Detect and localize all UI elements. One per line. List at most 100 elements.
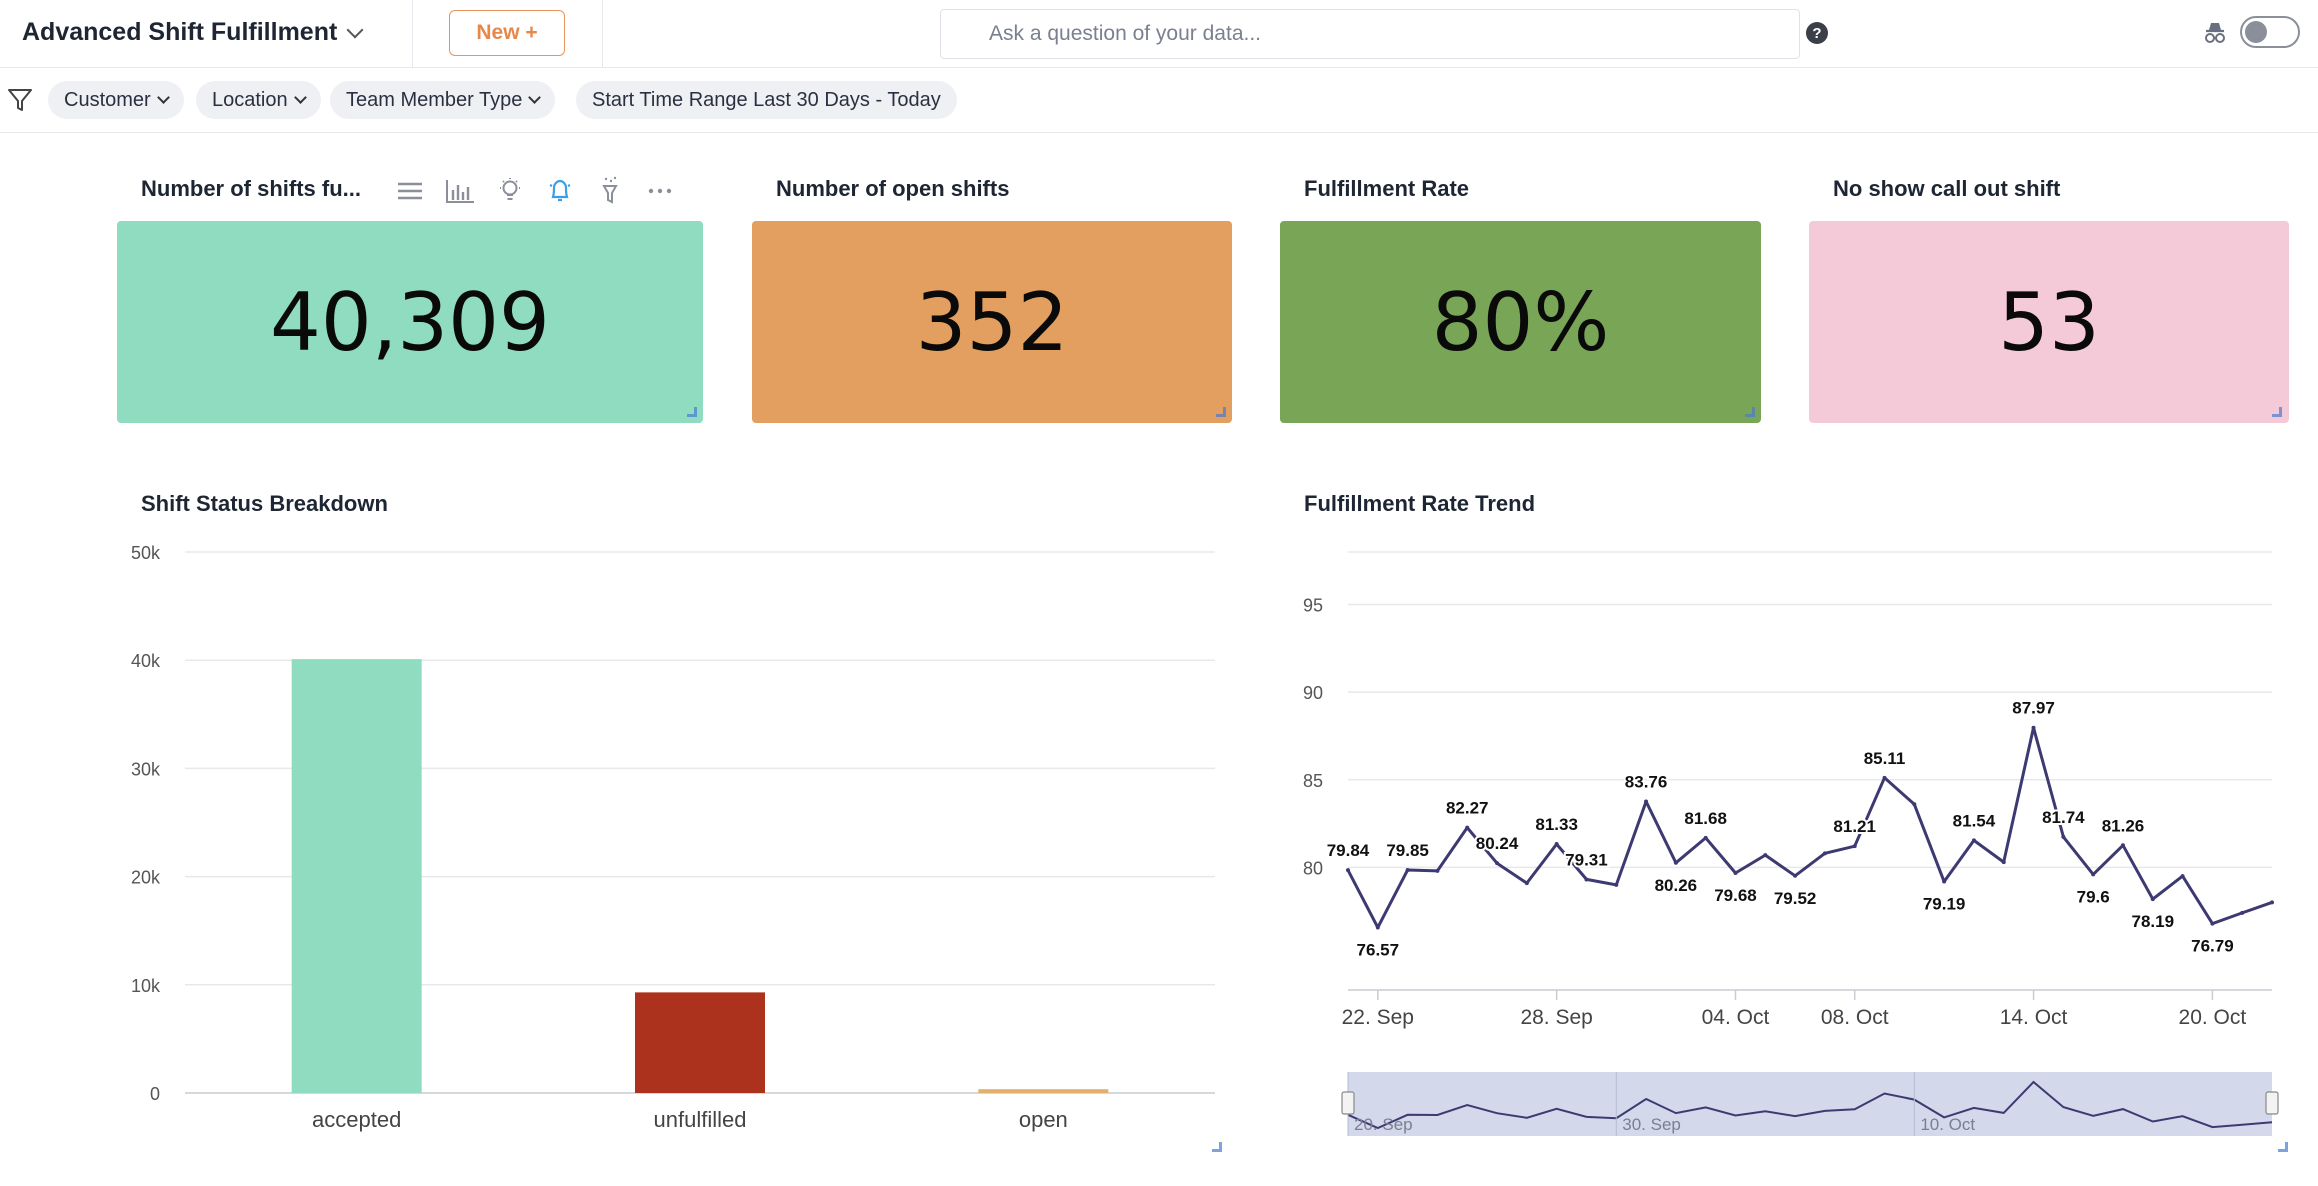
kpi-card-shifts-fulfilled[interactable]: 40,309 xyxy=(117,221,703,423)
incognito-toggle[interactable] xyxy=(2240,16,2300,48)
kpi-title-fulfillment-rate: Fulfillment Rate xyxy=(1304,176,1470,201)
filter-icon[interactable] xyxy=(6,86,34,114)
data-point xyxy=(2210,921,2215,926)
bar-accepted xyxy=(291,659,422,1093)
data-point xyxy=(1435,868,1440,873)
incognito-icon[interactable] xyxy=(2202,20,2228,46)
data-point xyxy=(1644,799,1649,804)
filter-chip-customer[interactable]: Customer xyxy=(48,81,184,119)
data-point xyxy=(1763,853,1768,858)
dashboard-title-dropdown[interactable]: Advanced Shift Fulfillment xyxy=(22,18,364,47)
kpi-card-no-show[interactable]: 53 xyxy=(1809,221,2289,423)
resize-handle[interactable] xyxy=(1216,407,1226,417)
y-tick-label: 80 xyxy=(1303,858,1323,878)
data-point xyxy=(2031,725,2036,730)
filter-chip-label: Team Member Type xyxy=(346,88,523,111)
y-tick-label: 20k xyxy=(131,868,161,888)
data-label: 85.11 xyxy=(1864,749,1906,768)
navigator-range xyxy=(1348,1072,2272,1136)
divider xyxy=(412,0,413,68)
y-tick-label: 30k xyxy=(131,759,161,779)
resize-handle[interactable] xyxy=(687,407,697,417)
data-point xyxy=(1584,877,1589,882)
data-label: 82.27 xyxy=(1446,799,1489,818)
x-tick-label: 14. Oct xyxy=(2000,1006,2068,1029)
kpi-title-no-show: No show call out shift xyxy=(1833,176,2061,201)
data-label: 79.31 xyxy=(1565,850,1608,869)
data-point xyxy=(1822,851,1827,856)
data-label: 79.52 xyxy=(1774,889,1817,908)
data-point xyxy=(1465,825,1470,830)
navigator-handle[interactable] xyxy=(2265,1091,2279,1115)
dashboard-title: Advanced Shift Fulfillment xyxy=(22,18,338,46)
data-label: 81.33 xyxy=(1535,815,1578,834)
spotlight-icon[interactable] xyxy=(592,176,628,206)
help-icon[interactable]: ? xyxy=(1806,22,1828,44)
navigator-label: 10. Oct xyxy=(1920,1115,1975,1134)
card-toolbar xyxy=(392,176,678,206)
data-label: 81.26 xyxy=(2102,816,2145,835)
resize-handle[interactable] xyxy=(1212,1142,1222,1152)
data-label: 79.6 xyxy=(2077,887,2110,906)
filter-chip-label: Customer xyxy=(64,88,151,111)
alert-bell-icon[interactable] xyxy=(542,176,578,206)
kpi-title-shifts-fulfilled: Number of shifts fu... xyxy=(141,176,361,201)
data-label: 81.54 xyxy=(1953,811,1996,830)
more-options-icon[interactable] xyxy=(642,176,678,206)
data-label: 79.68 xyxy=(1714,886,1757,905)
data-label: 78.19 xyxy=(2132,912,2175,931)
data-point xyxy=(1405,867,1410,872)
data-point xyxy=(1495,861,1500,866)
kpi-card-open-shifts[interactable]: 352 xyxy=(752,221,1232,423)
data-point xyxy=(2270,900,2274,905)
chevron-down-icon xyxy=(528,91,542,104)
x-tick-label: 22. Sep xyxy=(1342,1006,1414,1029)
bar-chart-icon[interactable] xyxy=(442,176,478,206)
data-point xyxy=(2091,872,2096,877)
data-point xyxy=(2240,910,2245,915)
toggle-knob xyxy=(2245,21,2267,43)
resize-handle[interactable] xyxy=(2278,1142,2288,1152)
list-icon[interactable] xyxy=(392,176,428,206)
data-label: 83.76 xyxy=(1625,772,1668,791)
x-tick-label: 20. Oct xyxy=(2179,1006,2247,1029)
filter-bar xyxy=(0,69,2318,133)
chevron-down-icon xyxy=(346,21,364,38)
navigator-handle[interactable] xyxy=(1341,1091,1355,1115)
ask-data-search-input[interactable]: Ask a question of your data... xyxy=(940,9,1800,59)
data-label: 79.19 xyxy=(1923,895,1966,914)
x-category-label: open xyxy=(1019,1107,1068,1132)
data-point xyxy=(1554,842,1559,847)
navigator-label: 20. Sep xyxy=(1354,1115,1413,1134)
divider xyxy=(602,0,603,68)
filter-chip-location[interactable]: Location xyxy=(196,81,321,119)
data-point xyxy=(1942,879,1947,884)
data-point xyxy=(2150,897,2155,902)
chart-title-shift-status: Shift Status Breakdown xyxy=(141,491,388,516)
data-point xyxy=(1524,881,1529,886)
data-label: 81.68 xyxy=(1684,809,1727,828)
chart-title-fulfillment-trend: Fulfillment Rate Trend xyxy=(1304,491,1536,516)
data-label: 79.84 xyxy=(1327,841,1370,860)
kpi-card-fulfillment-rate[interactable]: 80% xyxy=(1280,221,1761,423)
resize-handle[interactable] xyxy=(1745,407,1755,417)
data-point xyxy=(1346,868,1350,873)
filter-chip-label: Location xyxy=(212,88,288,111)
lightbulb-icon[interactable] xyxy=(492,176,528,206)
x-tick-label: 28. Sep xyxy=(1520,1006,1592,1029)
navigator-line xyxy=(1347,1080,2273,1130)
y-tick-label: 90 xyxy=(1303,683,1323,703)
filter-chip-start-time-range[interactable]: Start Time Range Last 30 Days - Today xyxy=(576,81,957,119)
resize-handle[interactable] xyxy=(2272,407,2282,417)
y-tick-label: 95 xyxy=(1303,596,1323,616)
y-tick-label: 10k xyxy=(131,976,161,996)
data-point xyxy=(1793,873,1798,878)
kpi-value: 40,309 xyxy=(270,275,550,369)
data-label: 87.97 xyxy=(2012,699,2055,718)
data-point xyxy=(2061,834,2066,839)
data-point xyxy=(1733,870,1738,875)
top-bar: Advanced Shift Fulfillment New + Ask a q… xyxy=(0,0,2318,68)
new-button[interactable]: New + xyxy=(449,10,565,56)
filter-chip-team-member-type[interactable]: Team Member Type xyxy=(330,81,556,119)
data-point xyxy=(1703,835,1708,840)
